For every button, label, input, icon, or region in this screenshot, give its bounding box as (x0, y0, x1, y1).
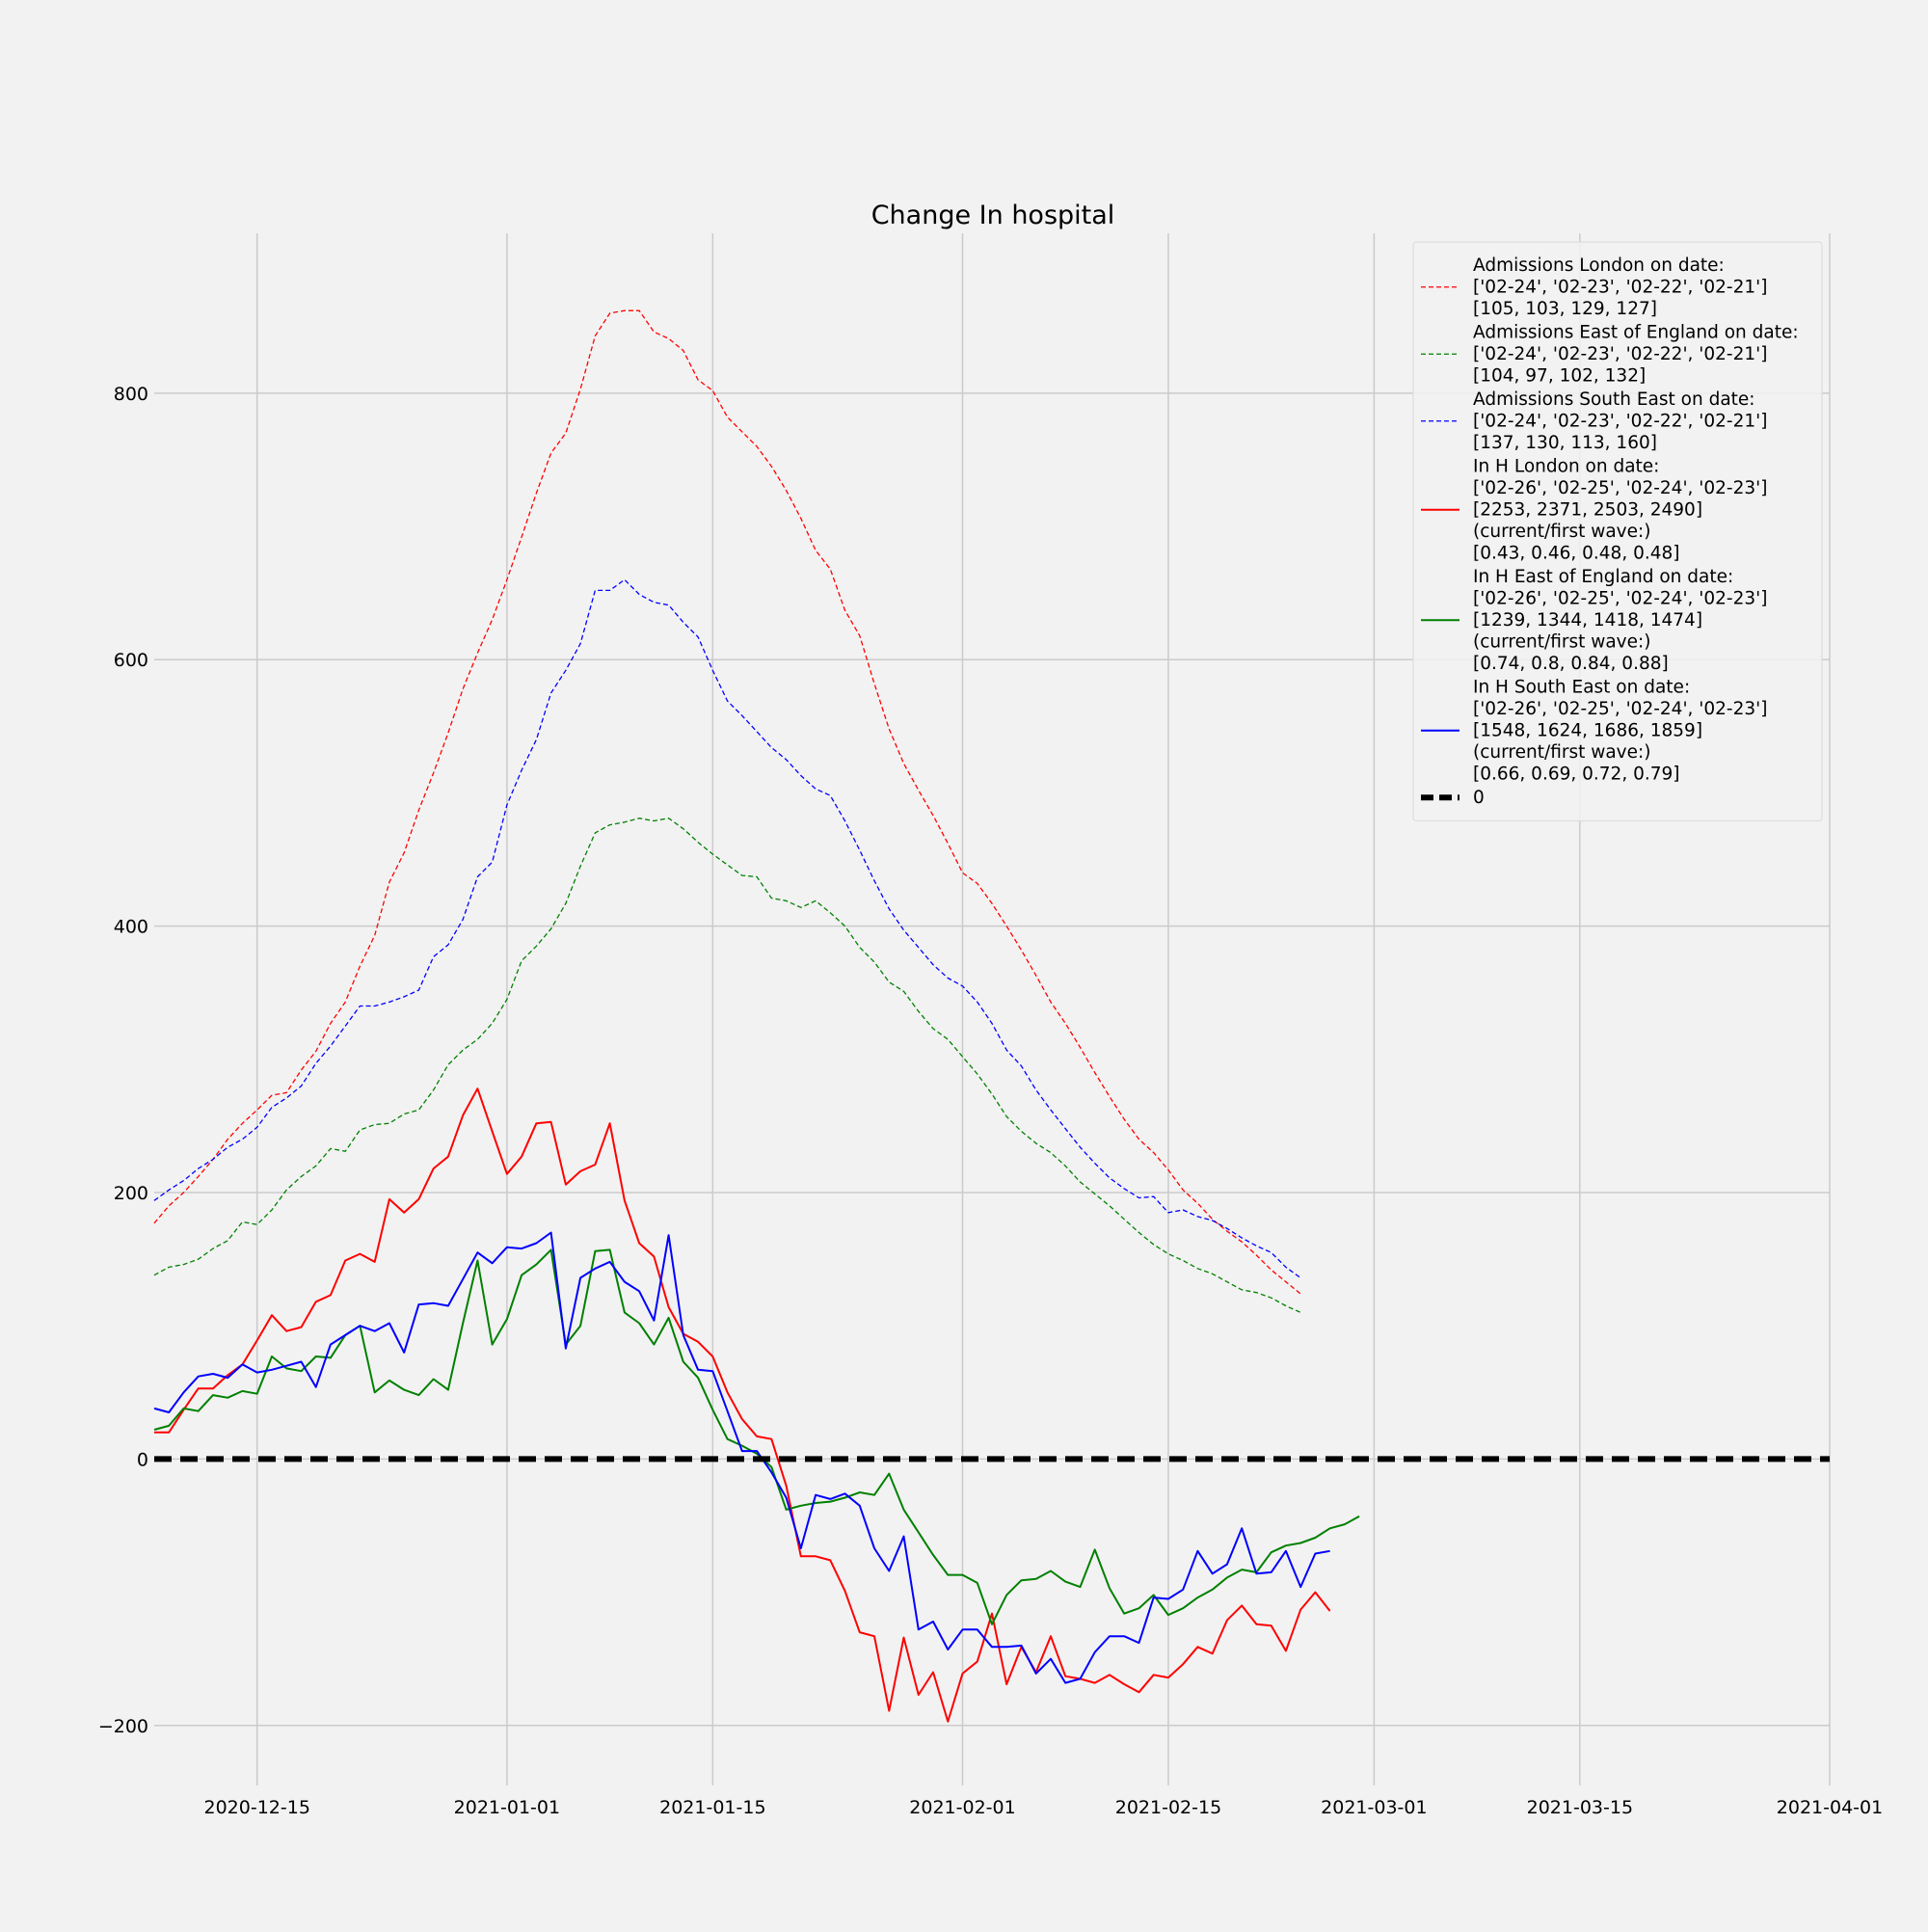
legend-label: Admissions South East on date: ['02-24', … (1473, 389, 1767, 453)
legend-label: 0 (1473, 788, 1485, 808)
y-tick-label: 400 (114, 917, 148, 938)
x-tick-label: 2021-01-01 (454, 1797, 560, 1818)
series-line-0 (153, 309, 1301, 1295)
legend-label: In H London on date: ['02-26', '02-25', '… (1473, 457, 1767, 564)
legend-label: In H East of England on date: ['02-26', '… (1473, 567, 1767, 674)
series-line-5 (153, 1231, 1330, 1684)
chart-title: Change In hospital (871, 201, 1115, 230)
x-tick-label: 2021-02-15 (1115, 1797, 1221, 1818)
legend: Admissions London on date: ['02-24', '02-… (1412, 241, 1823, 822)
y-tick-label: 0 (137, 1449, 148, 1470)
x-tick-label: 2020-12-15 (204, 1797, 310, 1818)
x-tick-label: 2021-04-01 (1777, 1797, 1883, 1818)
series-group (153, 309, 1830, 1723)
axis-ticks: 2020-12-15 2021-01-01 2021-01-15 2021-02-01… (98, 384, 1883, 1818)
y-tick-label: 200 (114, 1183, 148, 1204)
series-line-3 (154, 1087, 1331, 1723)
legend-label: Admissions London on date: ['02-24', '02-… (1473, 255, 1767, 319)
y-tick-label: 800 (114, 384, 148, 405)
y-tick-label: −200 (98, 1716, 148, 1737)
legend-label: In H South East on date: ['02-26', '02-25… (1473, 678, 1767, 785)
series-line-1 (153, 818, 1301, 1313)
series-line-2 (153, 578, 1301, 1279)
x-tick-label: 2021-02-01 (909, 1797, 1015, 1818)
legend-label: Admissions East of England on date: ['02-… (1473, 323, 1799, 387)
x-tick-label: 2021-03-01 (1321, 1797, 1427, 1818)
legend-box (1412, 241, 1823, 822)
x-tick-label: 2021-03-15 (1527, 1797, 1633, 1818)
x-tick-label: 2021-01-15 (659, 1797, 765, 1818)
y-tick-label: 600 (114, 650, 148, 671)
